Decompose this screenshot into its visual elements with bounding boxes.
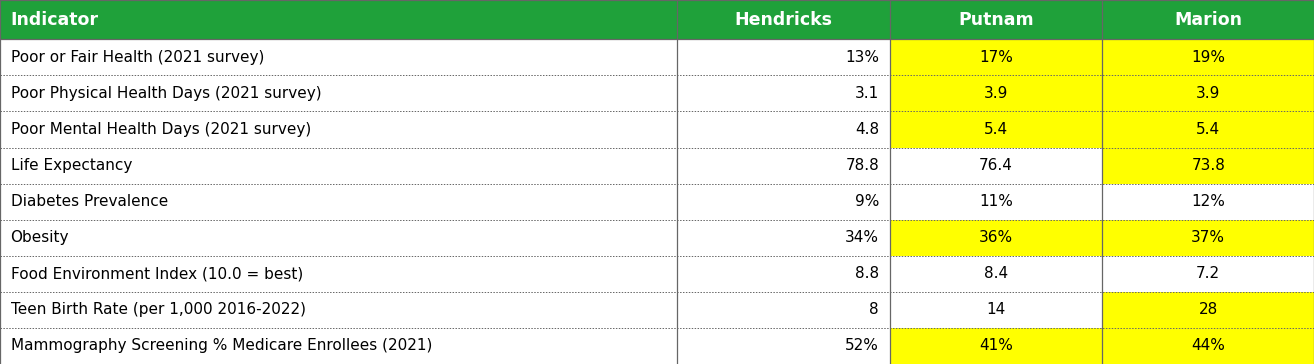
Bar	[677, 147, 890, 183]
Bar	[1102, 39, 1314, 75]
Bar	[890, 75, 1102, 111]
Text: 12%: 12%	[1192, 194, 1225, 209]
Text: 41%: 41%	[979, 339, 1013, 353]
Text: 8.8: 8.8	[855, 266, 879, 281]
Text: Life Expectancy: Life Expectancy	[11, 158, 131, 173]
Text: Indicator: Indicator	[11, 11, 99, 29]
Bar	[1102, 147, 1314, 183]
Bar	[1102, 292, 1314, 328]
Text: 52%: 52%	[845, 339, 879, 353]
Text: 44%: 44%	[1192, 339, 1225, 353]
Bar	[0, 39, 677, 75]
Bar	[0, 147, 677, 183]
Bar	[890, 39, 1102, 75]
Text: Obesity: Obesity	[11, 230, 70, 245]
Bar	[677, 256, 890, 292]
Bar	[0, 292, 677, 328]
Text: 4.8: 4.8	[855, 122, 879, 137]
Text: Poor or Fair Health (2021 survey): Poor or Fair Health (2021 survey)	[11, 50, 264, 65]
Text: 36%: 36%	[979, 230, 1013, 245]
Text: Food Environment Index (10.0 = best): Food Environment Index (10.0 = best)	[11, 266, 302, 281]
Bar	[677, 111, 890, 147]
Text: 5.4: 5.4	[984, 122, 1008, 137]
Text: 9%: 9%	[854, 194, 879, 209]
Bar	[1102, 183, 1314, 220]
Text: 3.9: 3.9	[1196, 86, 1221, 101]
Bar	[1102, 75, 1314, 111]
Bar	[0, 220, 677, 256]
Text: 17%: 17%	[979, 50, 1013, 65]
Bar	[890, 292, 1102, 328]
Text: 78.8: 78.8	[845, 158, 879, 173]
Text: 37%: 37%	[1192, 230, 1225, 245]
Bar	[677, 183, 890, 220]
Bar	[890, 256, 1102, 292]
Bar	[0, 75, 677, 111]
Bar	[890, 147, 1102, 183]
Text: Diabetes Prevalence: Diabetes Prevalence	[11, 194, 168, 209]
Text: 14: 14	[987, 302, 1005, 317]
Text: 11%: 11%	[979, 194, 1013, 209]
Text: Marion: Marion	[1175, 11, 1242, 29]
Bar	[677, 75, 890, 111]
Bar	[1102, 256, 1314, 292]
Bar	[677, 292, 890, 328]
Text: Poor Physical Health Days (2021 survey): Poor Physical Health Days (2021 survey)	[11, 86, 321, 101]
Text: Putnam: Putnam	[958, 11, 1034, 29]
Bar	[0, 328, 677, 364]
Text: 3.9: 3.9	[984, 86, 1008, 101]
Bar	[890, 183, 1102, 220]
Text: 13%: 13%	[845, 50, 879, 65]
Text: 3.1: 3.1	[855, 86, 879, 101]
Text: 5.4: 5.4	[1196, 122, 1221, 137]
Bar	[0, 111, 677, 147]
Text: Hendricks: Hendricks	[735, 11, 832, 29]
Bar	[0, 256, 677, 292]
Text: 28: 28	[1198, 302, 1218, 317]
Text: 76.4: 76.4	[979, 158, 1013, 173]
Bar	[0, 183, 677, 220]
Bar	[1102, 328, 1314, 364]
Text: Poor Mental Health Days (2021 survey): Poor Mental Health Days (2021 survey)	[11, 122, 311, 137]
Bar	[890, 111, 1102, 147]
Bar	[0, 0, 677, 39]
Text: 7.2: 7.2	[1196, 266, 1221, 281]
Text: Teen Birth Rate (per 1,000 2016-2022): Teen Birth Rate (per 1,000 2016-2022)	[11, 302, 306, 317]
Bar	[677, 328, 890, 364]
Bar	[890, 328, 1102, 364]
Text: 8: 8	[870, 302, 879, 317]
Bar	[677, 39, 890, 75]
Text: Mammography Screening % Medicare Enrollees (2021): Mammography Screening % Medicare Enrolle…	[11, 339, 432, 353]
Text: 19%: 19%	[1192, 50, 1225, 65]
Text: 73.8: 73.8	[1192, 158, 1225, 173]
Bar	[677, 220, 890, 256]
Bar	[677, 0, 890, 39]
Bar	[1102, 220, 1314, 256]
Text: 34%: 34%	[845, 230, 879, 245]
Bar	[890, 220, 1102, 256]
Bar	[1102, 111, 1314, 147]
Bar	[1102, 0, 1314, 39]
Bar	[890, 0, 1102, 39]
Text: 8.4: 8.4	[984, 266, 1008, 281]
